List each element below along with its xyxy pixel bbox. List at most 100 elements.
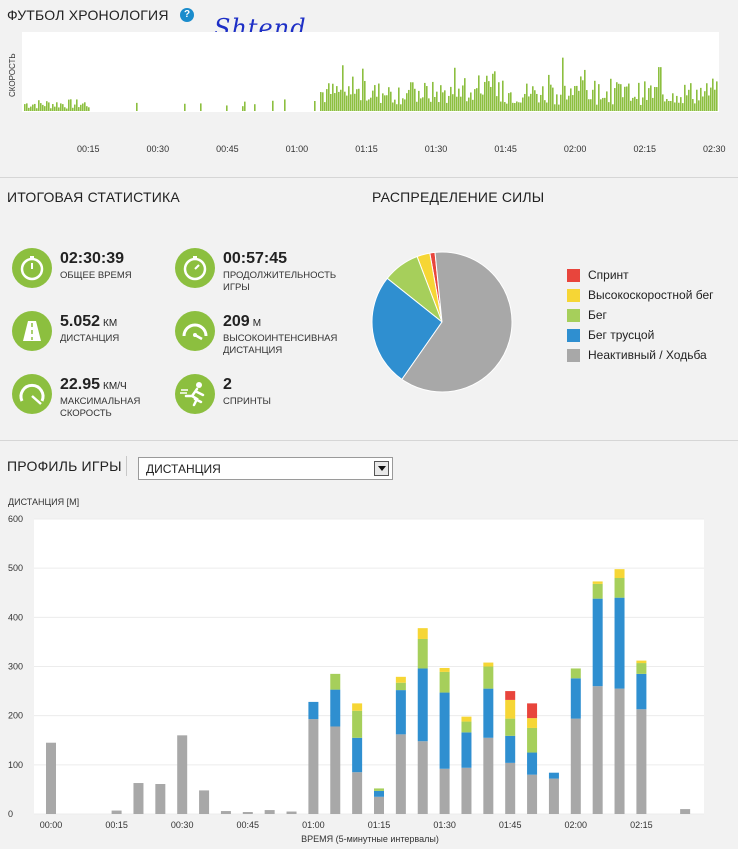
bar-segment xyxy=(330,689,341,727)
speed-sample xyxy=(426,86,428,111)
speed-sample xyxy=(500,101,502,111)
metric-dropdown[interactable]: ДИСТАНЦИЯ xyxy=(138,457,393,480)
legend-swatch xyxy=(567,329,580,342)
bar-segment xyxy=(264,810,275,814)
speed-sample xyxy=(452,94,454,111)
speed-sample xyxy=(528,96,530,111)
speed-sample xyxy=(520,102,522,111)
speed-sample xyxy=(350,94,352,111)
timeline-tick-label: 02:30 xyxy=(703,144,726,154)
speed-sample xyxy=(564,85,566,111)
speed-sample xyxy=(522,97,524,111)
bar-segment xyxy=(308,701,319,720)
profile-title: ПРОФИЛЬ ИГРЫ xyxy=(7,458,122,474)
speed-sample xyxy=(682,103,684,111)
speed-sample xyxy=(384,95,386,111)
x-tick-label: 01:45 xyxy=(499,820,522,830)
bar-segment xyxy=(155,784,166,814)
speed-sample xyxy=(404,99,406,111)
power-title: РАСПРЕДЕЛЕНИЕ СИЛЫ xyxy=(372,189,545,205)
bar-segment xyxy=(220,811,231,814)
bar-segment xyxy=(461,716,472,722)
speed-sample xyxy=(70,99,72,111)
power-pie-chart xyxy=(371,251,513,393)
speed-sample xyxy=(618,83,620,111)
speed-sample xyxy=(676,95,678,111)
road-icon xyxy=(12,311,52,351)
speed-sample xyxy=(434,96,436,111)
speed-sample xyxy=(532,86,534,111)
speed-sample xyxy=(484,81,486,111)
speed-sample xyxy=(352,76,354,111)
speed-sample xyxy=(580,76,582,111)
y-tick-label: 500 xyxy=(8,563,23,573)
speed-sample xyxy=(598,84,600,111)
speed-sample xyxy=(700,87,702,111)
bar-segment xyxy=(374,788,384,791)
speed-sample xyxy=(408,89,410,111)
speed-sample xyxy=(556,94,558,111)
speed-sample xyxy=(320,92,322,111)
speed-sample xyxy=(622,97,624,111)
y-tick-label: 400 xyxy=(8,612,23,622)
bar-segment xyxy=(548,778,559,814)
speed-sample xyxy=(386,95,388,111)
speed-sample xyxy=(392,102,394,111)
speed-sample xyxy=(610,78,612,111)
chevron-down-icon[interactable] xyxy=(374,461,389,476)
stat-value: 02:30:39 xyxy=(60,250,125,267)
speed-sample xyxy=(594,80,596,111)
speed-sample xyxy=(626,86,628,111)
timeline-section: ФУТБОЛ ХРОНОЛОГИЯ ? Shtend СКОРОСТЬ 00:1… xyxy=(0,0,738,178)
speed-sample xyxy=(684,84,686,111)
speed-sample xyxy=(640,104,642,111)
speed-sample xyxy=(620,84,622,111)
speed-sample xyxy=(400,104,402,111)
timeline-tick-label: 02:15 xyxy=(633,144,656,154)
timeline-tick-label: 01:15 xyxy=(355,144,378,154)
speed-sample xyxy=(644,81,646,111)
speed-sample xyxy=(600,99,602,111)
speed-sample xyxy=(524,93,526,111)
speed-sample xyxy=(516,101,518,111)
bar-segment xyxy=(199,790,210,814)
bar-segment xyxy=(505,699,516,719)
speed-sample xyxy=(32,104,34,111)
speed-sample xyxy=(64,107,66,111)
bar-segment xyxy=(614,569,625,578)
speed-sample xyxy=(514,103,516,111)
y-tick-label: 200 xyxy=(8,711,23,721)
bar-segment xyxy=(592,598,603,687)
speed-sample xyxy=(530,93,532,111)
speed-sample xyxy=(84,102,86,111)
bar-segment xyxy=(395,690,406,735)
speed-sample xyxy=(566,99,568,111)
profile-bar-chart: ДИСТАНЦИЯ [М] 0 100 200 300 400 500 600 00:00 0… xyxy=(8,497,704,844)
speed-sample xyxy=(686,95,688,111)
help-icon[interactable]: ? xyxy=(180,8,194,22)
speed-sample xyxy=(568,95,570,111)
bar-segment xyxy=(592,686,603,814)
speed-sample xyxy=(36,108,38,111)
speed-sample xyxy=(326,89,328,111)
speed-sample xyxy=(356,89,358,111)
speed-sample xyxy=(444,90,446,111)
speed-sample xyxy=(430,101,432,111)
speed-sample xyxy=(508,93,510,111)
x-tick-label: 02:15 xyxy=(630,820,653,830)
stat-label: ВЫСОКОИНТЕНСИВНАЯ ДИСТАНЦИЯ xyxy=(223,333,338,356)
speed-sample xyxy=(706,83,708,111)
speedometer-icon xyxy=(175,311,215,351)
x-tick-label: 02:00 xyxy=(565,820,588,830)
speed-sample xyxy=(696,89,698,111)
bar-segment xyxy=(570,678,581,719)
speed-sample xyxy=(48,102,50,111)
bar-segment xyxy=(395,676,406,683)
speed-sample xyxy=(54,106,56,111)
speed-sample xyxy=(634,96,636,111)
bar-segment xyxy=(395,682,406,691)
speed-sample xyxy=(668,101,670,111)
speed-sample xyxy=(510,92,512,111)
speed-sample xyxy=(572,95,574,111)
speed-sample xyxy=(346,95,348,111)
